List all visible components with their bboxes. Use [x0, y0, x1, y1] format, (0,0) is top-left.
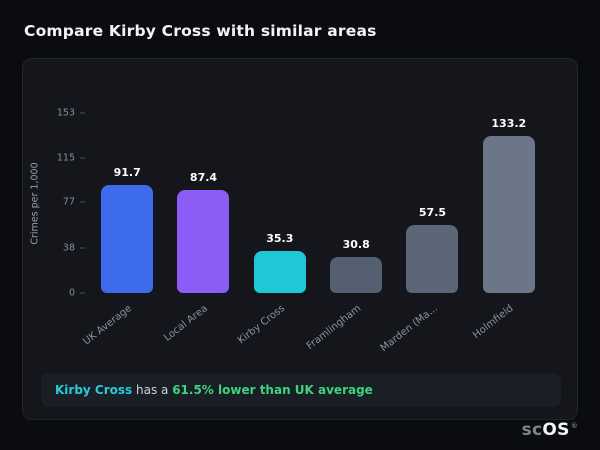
- y-tick-label: 153: [56, 107, 75, 119]
- bar-value-label: 133.2: [491, 117, 527, 131]
- x-axis-label: Kirby Cross: [235, 303, 287, 347]
- chart-card: Crimes per 1,000 91.7 UK Average 87.4 Local…: [22, 58, 578, 420]
- y-tick: 77: [63, 197, 89, 208]
- page-title: Compare Kirby Cross with similar areas: [24, 22, 377, 40]
- y-axis-label: Crimes per 1,000: [29, 161, 41, 245]
- bar-kirby-cross[interactable]: [253, 251, 306, 293]
- y-tick-mark: [80, 201, 85, 203]
- note-connector: has a: [132, 383, 173, 397]
- y-tick: 115: [57, 152, 89, 163]
- y-tick: 0: [69, 288, 89, 299]
- bar-group: 57.5 Marden (Ma...: [378, 113, 470, 354]
- y-tick-label: 115: [56, 152, 75, 164]
- bar-group: 35.3 Kirby Cross: [235, 113, 318, 346]
- x-axis-label: UK Average: [81, 303, 134, 348]
- x-axis-label: Holmfield: [471, 303, 516, 342]
- bar-value-label: 57.5: [418, 206, 447, 220]
- plot-area: Crimes per 1,000 91.7 UK Average 87.4 Local…: [30, 108, 547, 354]
- bar-value-label: 87.4: [189, 171, 218, 185]
- bars: 91.7 UK Average 87.4 Local Area 35.3 Kirby Cr…: [81, 113, 547, 354]
- bar-value-label: 30.8: [342, 237, 370, 251]
- y-tick-label: 0: [68, 287, 75, 299]
- x-axis-label: Local Area: [162, 303, 211, 344]
- x-axis-label: Marden (Ma...: [378, 303, 440, 355]
- bar-framlingham[interactable]: [330, 256, 383, 293]
- scos-logo: scOS®: [522, 420, 578, 440]
- bar-group: 133.2 Holmfield: [471, 113, 547, 341]
- bar-uk-average[interactable]: [101, 185, 154, 293]
- x-axis-label: Framlingham: [304, 303, 363, 352]
- y-tick: 38: [63, 243, 89, 254]
- y-tick: 153: [57, 108, 89, 119]
- y-axis-label-wrap: Crimes per 1,000: [29, 113, 41, 293]
- note-box: Kirby Cross has a 61.5% lower than UK av…: [41, 373, 561, 407]
- y-tick-mark: [80, 247, 85, 249]
- bar-value-label: 35.3: [266, 232, 294, 246]
- bar-value-label: 91.7: [113, 166, 141, 180]
- note-area-name: Kirby Cross: [55, 383, 133, 397]
- logo-prefix: sc: [521, 420, 543, 440]
- note-stat: 61.5% lower than UK average: [172, 383, 373, 397]
- y-tick-label: 77: [62, 196, 75, 208]
- y-tick-mark: [80, 157, 85, 159]
- y-tick-mark: [80, 112, 85, 114]
- bar-group: 91.7 UK Average: [81, 113, 165, 347]
- y-tick-label: 38: [62, 242, 75, 254]
- bar-group: 30.8 Framlingham: [305, 113, 394, 352]
- registered-mark: ®: [570, 422, 578, 430]
- bar-holmfield[interactable]: [482, 136, 535, 293]
- bar-group: 87.4 Local Area: [162, 113, 241, 344]
- logo-suffix: OS: [542, 420, 570, 440]
- bar-marden-ma[interactable]: [406, 225, 459, 293]
- bar-local-area[interactable]: [177, 190, 230, 293]
- y-tick-mark: [80, 292, 85, 294]
